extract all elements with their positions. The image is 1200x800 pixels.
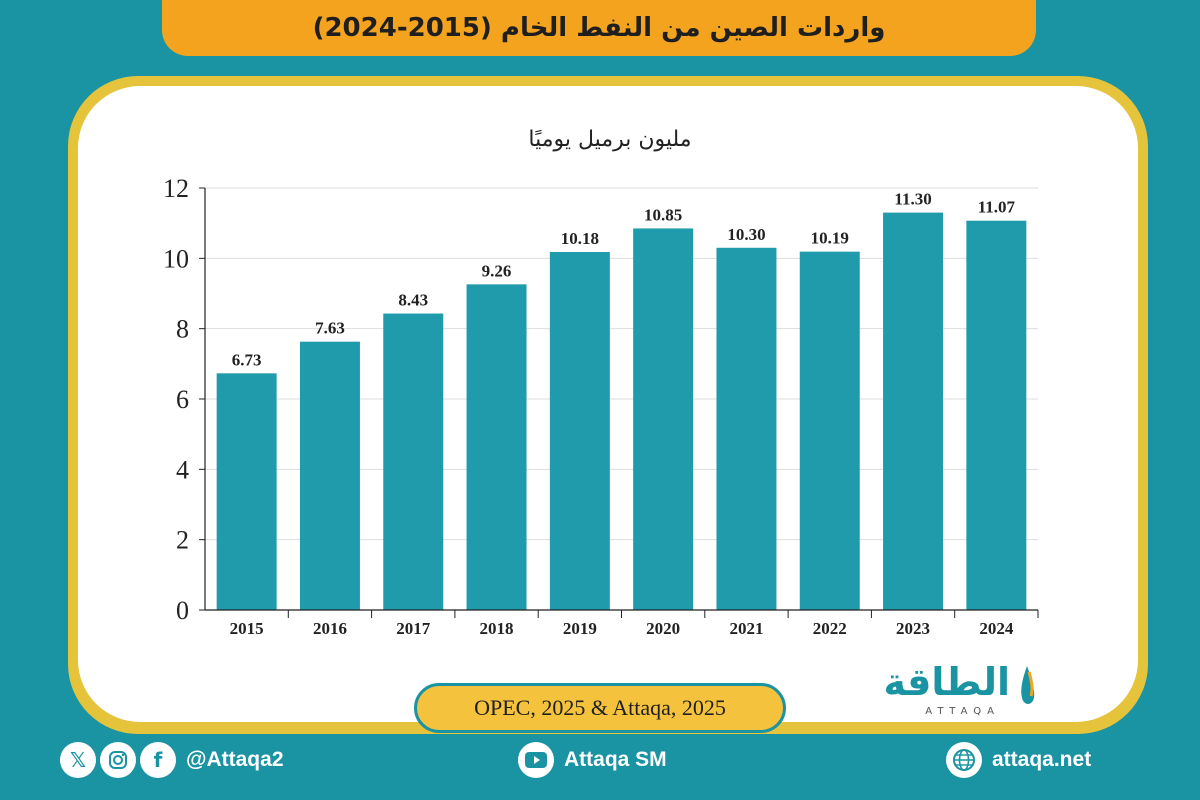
data-label: 11.07 [978,198,1016,217]
bar-2020 [633,228,694,611]
attaqa-logo: الطاقة ATTAQA [858,660,1040,720]
globe-icon[interactable] [946,742,982,778]
bar-2017 [383,313,444,610]
x-tick-label: 2019 [563,619,597,638]
data-label: 7.63 [315,319,345,338]
y-tick-label: 10 [163,244,189,273]
x-icon[interactable]: 𝕏 [60,742,96,778]
bar-2016 [299,341,360,610]
y-tick-label: 8 [176,315,189,344]
data-label: 9.26 [482,261,512,280]
y-tick-label: 6 [176,385,189,414]
bar-2023 [883,212,944,610]
youtube-channel[interactable]: Attaqa SM [564,748,667,771]
social-handle[interactable]: @Attaqa2 [186,748,284,771]
y-tick-label: 4 [176,455,189,484]
data-label: 10.19 [811,229,849,248]
logo-sub: ATTAQA [925,706,1000,717]
logo-name: الطاقة [883,660,1010,704]
data-label: 11.30 [894,190,931,209]
x-tick-label: 2018 [480,619,514,638]
data-label: 10.85 [644,205,682,224]
bars: 6.73 7.63 8.43 9.26 10.18 10.85 10.30 10.19 11.3… [216,190,1027,611]
x-tick-label: 2024 [979,619,1014,638]
bar-2018 [466,284,527,610]
bar-2019 [549,252,610,610]
page-title: واردات الصين من النفط الخام (2015-2024) [312,13,886,43]
data-label: 6.73 [232,350,262,369]
bar-2015 [216,373,277,610]
x-tick-label: 2017 [396,619,431,638]
x-tick-label: 2023 [896,619,930,638]
drop-icon [1021,666,1035,704]
data-label: 8.43 [398,291,428,310]
source-text: OPEC, 2025 & Attaqa, 2025 [474,695,726,720]
data-label: 10.30 [727,225,765,244]
youtube-icon[interactable] [518,742,554,778]
youtube-link: Attaqa SM [518,742,667,778]
chart-card: مليون برميل يوميًا 6.73 7.63 8.43 9.26 10.18… [78,86,1138,722]
data-label: 10.18 [561,229,599,248]
x-tick-label: 2016 [313,619,347,638]
chart-subtitle: مليون برميل يوميًا [528,127,691,152]
facebook-icon[interactable]: f [140,742,176,778]
axes: 0 2 4 6 8 10 12 2015 2016 2017 2018 2019 2020 2021 202… [163,174,1039,638]
y-tick-label: 0 [176,596,189,625]
bar-2021 [716,247,777,611]
y-tick-label: 12 [163,174,189,203]
x-tick-label: 2022 [813,619,847,638]
footer: 𝕏 f @Attaqa2 Attaqa SM [0,738,1200,800]
website-link: attaqa.net [946,742,1091,778]
x-tick-label: 2020 [646,619,680,638]
website-url[interactable]: attaqa.net [992,748,1092,771]
x-tick-label: 2015 [230,619,264,638]
title-bar: واردات الصين من النفط الخام (2015-2024) [162,0,1036,56]
bar-2024 [966,220,1027,610]
bar-chart: مليون برميل يوميًا 6.73 7.63 8.43 9.26 10.18… [163,127,1039,638]
social-links: 𝕏 f @Attaqa2 [60,742,284,778]
bar-2022 [799,251,860,610]
x-tick-label: 2021 [729,619,763,638]
source-pill: OPEC, 2025 & Attaqa, 2025 [414,683,786,733]
y-tick-label: 2 [176,526,189,555]
instagram-icon[interactable] [100,742,136,778]
